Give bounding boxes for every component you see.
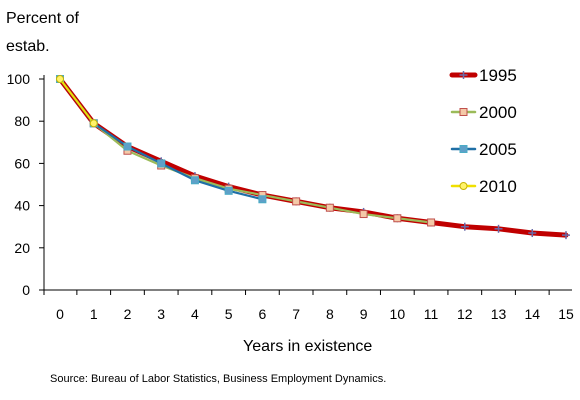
data-point-1995 [460,222,469,231]
data-point-2000 [292,197,301,206]
y-axis-title-line-1: Percent of [6,10,79,27]
x-tick-label: 11 [424,306,439,322]
y-tick-label: 40 [14,198,30,214]
data-point-1995 [494,224,503,233]
x-tick-label: 1 [90,306,98,322]
series-line-2005 [58,77,264,201]
series-2010 [56,75,98,128]
legend-marker [459,71,468,79]
data-point-2010 [56,75,64,83]
legend-label: 2000 [479,103,517,122]
legend-item-2010: 2010 [450,177,517,196]
data-point-2000 [325,203,334,212]
x-tick-label: 12 [457,306,473,322]
legend-item-2000: 2000 [450,103,517,122]
x-tick-label: 6 [259,306,267,322]
series-lines [56,75,570,240]
x-tick-label: 13 [491,306,507,322]
x-tick-label: 10 [390,306,406,322]
y-tick-label: 20 [14,240,30,256]
data-point-2005 [190,176,199,185]
legend-item-1995: 1995 [449,66,517,85]
legend-label: 2005 [479,140,517,159]
data-point-2005 [123,142,132,151]
legend-label: 1995 [479,66,517,85]
legend: 1995 2000 2005 2010 [449,66,517,196]
series-2000 [56,75,436,227]
y-tick-label: 0 [22,282,30,298]
x-tick-label: 14 [524,306,540,322]
data-point-2000 [359,210,368,219]
data-point-2000 [427,218,436,227]
y-tick-label: 100 [7,71,31,87]
data-point-2000 [393,214,402,223]
legend-marker [459,145,468,153]
data-point-2005 [157,159,166,168]
x-tick-label: 5 [225,306,233,322]
legend-item-2005: 2005 [450,140,517,159]
x-tick-label: 9 [360,306,368,322]
x-tick-label: 8 [326,306,334,322]
series-line-2000 [58,77,433,224]
data-point-1995 [562,231,570,240]
x-tick-label: 3 [157,306,165,322]
x-tick-label: 15 [558,306,574,322]
legend-marker [459,108,468,116]
x-tick-label: 7 [292,306,300,322]
data-point-2005 [258,195,267,204]
legend-marker [459,182,468,190]
x-tick-label: 4 [191,306,199,322]
series-2005 [56,75,267,204]
legend-label: 2010 [479,177,517,196]
series-line-2010 [59,78,95,125]
x-tick-label: 2 [124,306,132,322]
data-point-2010 [89,119,98,128]
data-point-1995 [528,229,537,238]
data-point-2005 [224,186,233,195]
source-note: Source: Bureau of Labor Statistics, Busi… [50,373,387,385]
x-axis-title: Years in existence [243,338,373,355]
x-tick-label: 0 [56,306,64,322]
y-tick-label: 60 [14,155,30,171]
y-axis-title-line-2: estab. [6,38,50,55]
y-tick-label: 80 [14,113,30,129]
